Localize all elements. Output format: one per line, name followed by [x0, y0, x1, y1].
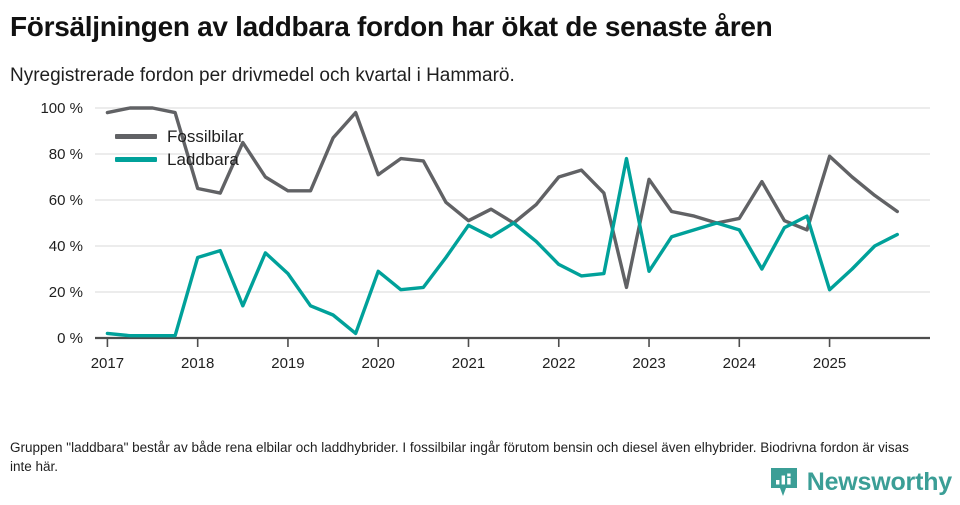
series-line-fossilbilar	[105, 106, 899, 289]
line-chart-svg: 0 % 20 % 40 % 60 % 80 % 100 % 2017 2018 2019 202…	[40, 100, 930, 372]
chart-y-tick-labels: 0 % 20 % 40 % 60 % 80 % 100 %	[40, 100, 83, 347]
chart-series-lines	[105, 106, 899, 338]
legend-item-laddbara[interactable]: Laddbara	[115, 151, 244, 168]
brand-logo[interactable]: Newsworthy	[769, 466, 952, 498]
legend-swatch-fossilbilar	[115, 133, 157, 139]
x-tick-label: 2018	[181, 355, 214, 372]
legend-label-fossilbilar: Fossilbilar	[167, 126, 244, 146]
page-subtitle: Nyregistrerade fordon per drivmedel och …	[10, 65, 515, 87]
x-tick-label: 2017	[91, 355, 124, 372]
x-tick-label: 2020	[362, 355, 395, 372]
newsworthy-bar-chart-pin-icon	[770, 468, 797, 496]
series-line-laddbara	[105, 156, 899, 338]
y-tick-label: 0 %	[57, 330, 83, 347]
x-tick-label: 2021	[452, 355, 485, 372]
legend-swatch-laddbara	[115, 156, 157, 162]
y-tick-label: 80 %	[49, 146, 83, 163]
y-tick-label: 100 %	[40, 100, 83, 117]
chart-gridlines	[95, 107, 930, 339]
x-tick-label: 2025	[813, 355, 846, 372]
y-tick-label: 40 %	[49, 238, 83, 255]
chart-x-ticks	[106, 337, 831, 347]
page-title: Försäljningen av laddbara fordon har öka…	[10, 11, 773, 42]
chart-footnote: Gruppen "laddbara" består av både rena e…	[10, 439, 909, 475]
chart-legend: Fossilbilar Laddbara	[115, 128, 244, 168]
chart-x-tick-labels: 2017 2018 2019 2020 2021 2022 2023 2024 2025	[91, 355, 847, 372]
x-tick-label: 2022	[542, 355, 575, 372]
legend-item-fossilbilar[interactable]: Fossilbilar	[115, 128, 244, 145]
x-tick-label: 2019	[271, 355, 304, 372]
y-tick-label: 20 %	[49, 284, 83, 301]
chart-plot-area: 0 % 20 % 40 % 60 % 80 % 100 % 2017 2018 2019 202…	[10, 100, 950, 375]
legend-label-laddbara: Laddbara	[167, 149, 239, 169]
x-tick-label: 2024	[723, 355, 756, 372]
y-tick-label: 60 %	[49, 192, 83, 209]
x-tick-label: 2023	[632, 355, 665, 372]
brand-name: Newsworthy	[806, 467, 952, 496]
